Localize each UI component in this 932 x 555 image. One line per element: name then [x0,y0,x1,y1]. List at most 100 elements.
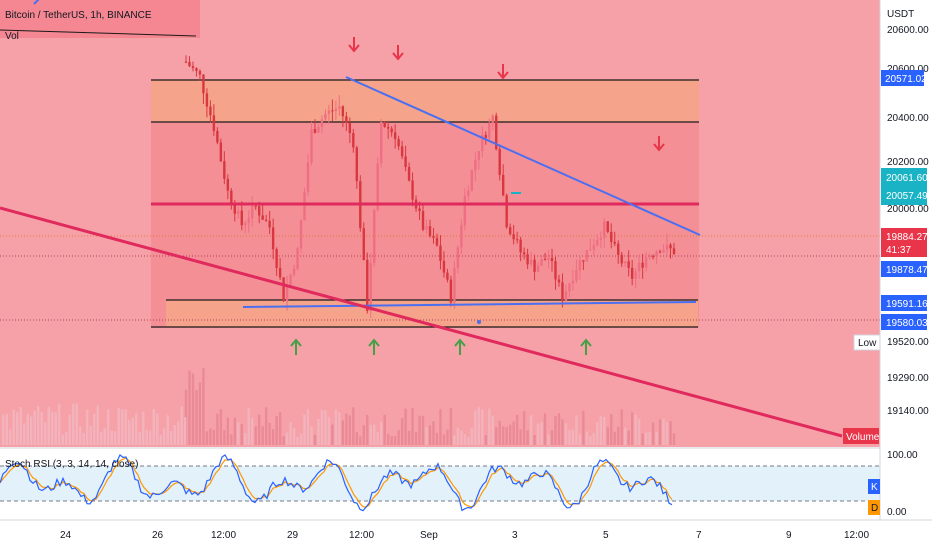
candle-body [624,261,627,264]
volume-bar [536,423,540,445]
volume-bar [564,423,568,445]
volume-bar [617,426,620,445]
candle-body [331,110,334,112]
candle-body [442,260,446,273]
volume-bar [641,433,644,445]
candle-body [188,61,191,67]
candle-body [672,248,676,255]
volume-bar [26,413,29,445]
candle-body [233,204,236,214]
volume-bar [428,425,432,445]
time-label: 9 [786,530,792,541]
candle-body [599,237,602,240]
candle-body [613,241,616,244]
volume-bar [502,426,505,445]
volume-bar [131,417,134,445]
volume-bar [33,410,36,445]
volume-bar [386,433,390,445]
volume-bar [103,428,106,445]
volume-bar [515,414,519,445]
volume-bar [453,435,456,445]
stoch-d-tag-text: D [871,503,878,514]
candle-body [627,261,630,268]
volume-bar [37,405,40,445]
volume-bar [128,419,131,445]
candle-body [561,282,564,302]
volume-bar [373,424,376,445]
candle-body [362,228,365,260]
candle-body [610,231,613,242]
volume-bar [519,429,522,445]
volume-bar [393,436,397,445]
candle-body [268,220,271,228]
volume-bar [226,417,230,445]
volume-bar [159,434,162,445]
volume-bar [278,412,282,445]
volume-bar [610,413,613,445]
stoch-rsi-label[interactable]: Stoch RSI (3, 3, 14, 14, close) [5,459,139,470]
volume-bar [655,431,658,445]
volume-bar [529,415,533,445]
volume-bar [662,418,665,445]
price-tag-current-text: 19884.27 [886,232,928,243]
volume-tag [843,428,879,444]
descending-trend-line[interactable] [345,76,701,236]
top-left-line[interactable] [0,29,197,37]
candle-body [620,254,623,264]
candle-body [575,270,578,281]
volume-bar [212,430,216,445]
volume-bar [30,416,33,445]
time-label: 12:00 [211,530,236,541]
volume-bar [327,416,331,445]
time-axis[interactable] [0,520,932,550]
candle-body [407,167,411,181]
candle-body [202,74,205,94]
candle-body [327,110,331,114]
symbol-title[interactable]: Bitcoin / TetherUS, 1h, BINANCE [5,10,152,21]
volume-bar [166,415,169,445]
volume-bar [425,426,428,445]
volume-indicator-label[interactable]: Vol [5,31,19,42]
candle-body [404,156,407,168]
volume-bars [2,367,676,445]
candle-body [198,71,202,75]
volume-bar [47,407,50,445]
volume-bar [86,409,89,445]
time-label: 12:00 [844,530,869,541]
candlesticks [184,55,676,318]
volume-bar [61,434,64,445]
candle-body [596,239,599,246]
volume-bar [117,407,120,445]
volume-bar [145,429,148,445]
volume-tag-text: Volume [846,432,880,443]
candle-body [529,259,533,265]
volume-bar [177,421,180,445]
time-label: 29 [287,530,299,541]
candle-body [644,257,648,268]
long-term-downtrend-line[interactable] [0,206,843,438]
arrow-up-icon [290,338,302,355]
volume-bar [317,418,320,445]
volume-bar [369,425,372,445]
volume-bar [599,416,602,445]
volume-bar [400,418,404,445]
time-label: 12:00 [349,530,374,541]
support-trend-line[interactable] [242,301,697,308]
volume-bar [258,414,261,445]
candle-body [637,262,641,272]
candle-body [418,208,421,212]
volume-bar [271,429,275,445]
price-tag-prev [881,261,927,277]
candle-body [428,226,432,237]
candle-body [380,121,383,164]
volume-bar [58,403,61,445]
top-left-blue-stub[interactable] [33,0,40,5]
candle-body [484,134,487,138]
candle-body [386,127,390,129]
price-axis[interactable] [880,0,932,520]
volume-bar [456,427,460,445]
volume-bar [658,419,662,445]
volume-bar [68,414,71,445]
candle-body [271,227,275,250]
